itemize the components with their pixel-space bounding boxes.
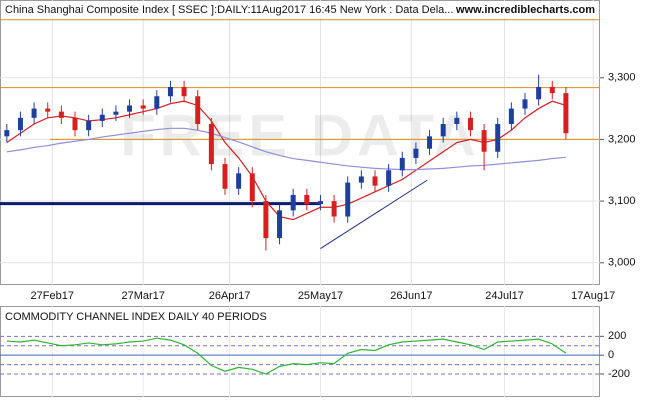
- x-tick-label: 26Jun17: [390, 290, 432, 302]
- candle-body: [399, 157, 405, 171]
- cci-line: [6, 337, 567, 375]
- moving-average: [6, 127, 566, 171]
- x-tick-label: 24Jul17: [485, 290, 524, 302]
- candle-body: [113, 111, 119, 115]
- y-tick-label: 0: [608, 349, 614, 361]
- panel-title: COMMODITY CHANNEL INDEX DAILY 40 PERIODS: [5, 311, 267, 323]
- y-tick-label: 3,300: [608, 72, 636, 84]
- chart-title: China Shanghai Composite Index [ SSEC ]:…: [5, 4, 453, 16]
- x-tick-label: 25May17: [298, 290, 343, 302]
- candle-body: [277, 210, 283, 239]
- candle-body: [386, 170, 392, 186]
- candle-body: [99, 114, 105, 121]
- y-tick-label: 3,000: [608, 257, 636, 269]
- candle-body: [72, 117, 78, 131]
- candle-body: [127, 105, 133, 112]
- trend-line: [320, 179, 428, 250]
- candle-body: [536, 86, 542, 100]
- candle-body: [427, 136, 433, 149]
- candle-body: [249, 173, 255, 202]
- candle-body: [522, 99, 528, 109]
- candle-body: [467, 117, 473, 131]
- candle-body: [236, 173, 242, 189]
- candle-body: [154, 96, 160, 109]
- y-tick-label: 3,200: [608, 133, 636, 145]
- candle-body: [549, 86, 555, 94]
- candle-body: [454, 117, 460, 124]
- title-band: [1, 1, 599, 18]
- x-tick-label: 17Aug17: [571, 290, 615, 302]
- candle-body: [263, 201, 269, 239]
- candle-body: [195, 96, 201, 124]
- candle-body: [222, 164, 228, 189]
- candle-body: [413, 148, 419, 158]
- candle-body: [290, 194, 296, 211]
- candle-body: [31, 108, 37, 118]
- candle-body: [181, 86, 187, 97]
- candle-body: [17, 117, 23, 131]
- candle-body: [358, 176, 364, 183]
- watermark: FREE DATA: [120, 103, 479, 168]
- candle-body: [481, 130, 487, 152]
- candle-body: [86, 120, 92, 131]
- x-tick-label: 26Apr17: [209, 290, 251, 302]
- source: www.incrediblecharts.com: [455, 4, 595, 16]
- candle-body: [317, 201, 323, 205]
- plot-frame: [0, 306, 600, 397]
- candle-body: [495, 123, 501, 152]
- candle-body: [372, 176, 378, 186]
- y-tick-label: 3,100: [608, 195, 636, 207]
- candle-body: [345, 182, 351, 217]
- candle-body: [331, 201, 337, 217]
- y-tick-label: 200: [608, 330, 626, 342]
- candle-body: [508, 108, 514, 124]
- candle-body: [440, 123, 446, 137]
- candle-body: [304, 194, 310, 205]
- candle-body: [58, 111, 64, 118]
- x-tick-label: 27Feb17: [31, 290, 74, 302]
- candle-body: [4, 130, 10, 137]
- candle-body: [45, 108, 51, 112]
- y-tick-label: -200: [608, 368, 630, 380]
- candle-body: [167, 86, 173, 97]
- candle-body: [140, 105, 146, 109]
- candle-body: [208, 123, 214, 165]
- x-tick-label: 27Mar17: [121, 290, 164, 302]
- candle-body: [563, 93, 569, 134]
